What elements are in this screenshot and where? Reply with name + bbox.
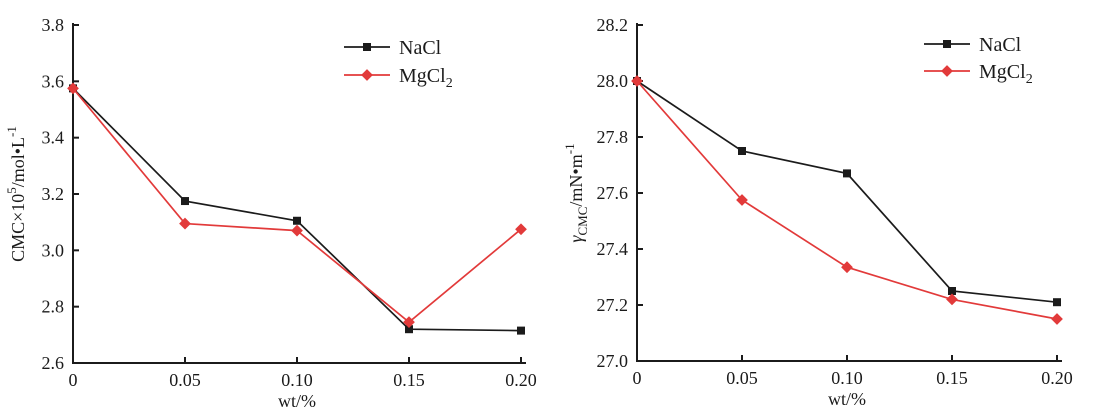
y-tick-label: 3.4 [42,128,65,148]
legend: NaCl MgCl2 [924,34,1033,87]
x-tick-label: 0.20 [1041,368,1073,388]
data-point-diamond-marker [515,223,527,236]
gamma-vs-wt-plot: 27.0 27.2 27.4 27.6 27.8 28.0 28.2 0 0.05 0.10 0.1… [562,15,1073,409]
data-point-diamond-marker [631,75,643,87]
y-tick-label: 27.2 [597,295,629,315]
axis-labels: 27.0 27.2 27.4 27.6 27.8 28.0 28.2 0 0.05 0.10 0.1… [562,15,1073,409]
legend-label: NaCl [399,37,442,59]
y-tick-label: 2.6 [42,353,65,373]
data-point-diamond-marker [67,82,79,95]
axis-labels: 2.6 2.8 3.0 3.2 3.4 3.6 3.8 0 0.05 0.10 0.15 0.20 wt… [4,15,537,411]
data-point-square-marker [843,169,851,178]
legend: NaCl MgCl2 [344,37,453,91]
y-tick-label: 3.8 [42,15,65,35]
data-point-square-marker [293,216,301,225]
data-point-diamond-marker [179,217,191,230]
series-line [636,80,1058,320]
series-line [72,87,522,332]
x-tick-label: 0.10 [831,368,863,388]
data-point-diamond-marker [946,293,958,306]
x-tick-label: 0.05 [169,370,201,390]
series-NaCl [69,84,525,335]
data-point-diamond-marker [941,65,953,77]
chart-gamma-panel: 27.0 27.2 27.4 27.6 27.8 28.0 28.2 0 0.05 0.10 0.1… [560,0,1120,419]
legend-label: MgCl2 [399,65,453,91]
x-tick-label: 0.15 [936,368,968,388]
legend-label: NaCl [979,34,1022,56]
x-tick-label: 0.10 [281,370,313,390]
y-tick-label: 27.6 [597,183,629,203]
y-axis-title: γCMC/mN•m-1 [562,143,590,242]
x-tick-label: 0.20 [505,370,537,390]
data-point-diamond-marker [403,316,415,329]
data-point-diamond-marker [291,224,303,237]
series-MgCl2 [631,75,1063,325]
series-MgCl2 [67,82,527,329]
series-line [72,87,522,324]
data-point-square-marker [943,40,951,48]
x-tick-label: 0 [633,368,642,388]
y-tick-label: 27.4 [597,239,629,259]
x-tick-label: 0 [69,370,78,390]
x-tick-label: 0.15 [393,370,425,390]
data-point-diamond-marker [361,69,373,81]
y-tick-label: 3.6 [42,71,65,91]
data-point-diamond-marker [736,194,748,206]
axes [636,23,1062,362]
x-tick-label: 0.05 [726,368,758,388]
y-tick-label: 3.0 [42,240,65,260]
y-tick-label: 3.2 [42,184,65,204]
y-tick-label: 27.8 [597,127,629,147]
data-point-diamond-marker [841,261,853,274]
x-axis-title: wt/% [828,389,866,409]
data-point-diamond-marker [1051,313,1063,325]
x-axis-title: wt/% [278,391,316,411]
y-tick-label: 27.0 [597,351,629,371]
data-point-square-marker [181,197,189,206]
data-point-square-marker [517,326,525,335]
y-tick-label: 28.2 [597,15,629,35]
y-tick-label: 28.0 [597,71,629,91]
axes [72,23,526,364]
data-point-square-marker [738,147,746,155]
data-point-square-marker [405,325,413,334]
legend-label: MgCl2 [979,61,1033,87]
data-point-square-marker [1053,298,1061,307]
data-point-square-marker [363,43,371,51]
y-axis-title: CMC×105/mol•L-1 [4,126,28,262]
y-tick-label: 2.8 [42,297,65,317]
chart-cmc-panel: 2.6 2.8 3.0 3.2 3.4 3.6 3.8 0 0.05 0.10 0.15 0.20 wt… [4,15,537,411]
data-point-square-marker [948,287,956,295]
axis-lines [72,23,526,364]
cmc-vs-wt-plot: 2.6 2.8 3.0 3.2 3.4 3.6 3.8 0 0.05 0.10 0.15 0.20 wt… [4,15,537,411]
